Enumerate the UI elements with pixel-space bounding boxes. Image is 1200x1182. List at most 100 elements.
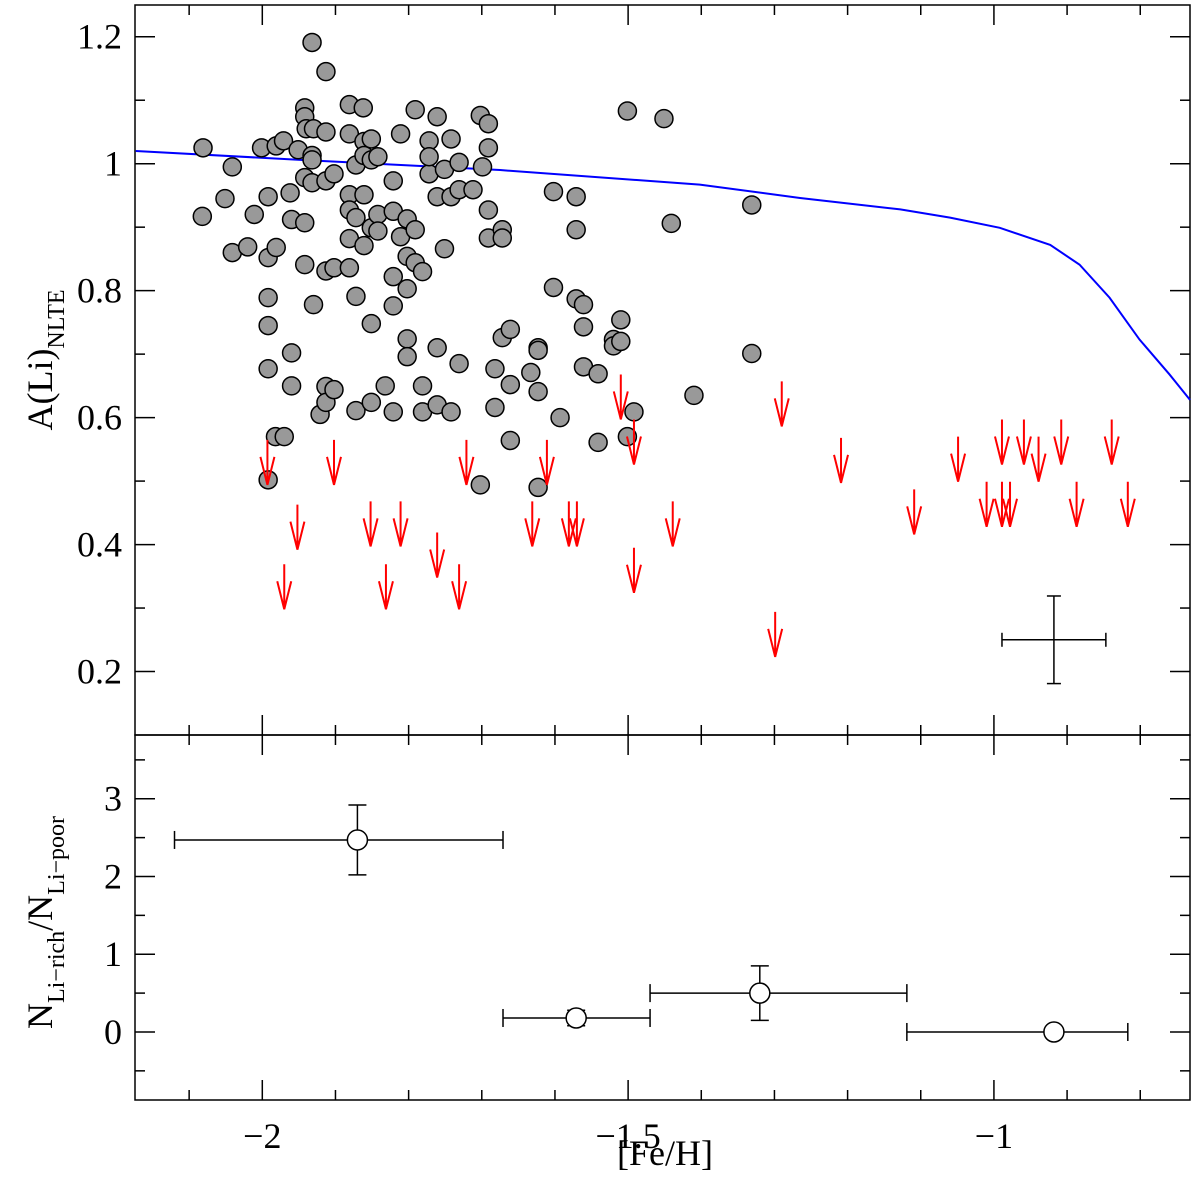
star-point bbox=[280, 183, 300, 203]
x-tick-label: −2 bbox=[243, 1116, 281, 1156]
star-point bbox=[316, 61, 336, 82]
y-tick-label: 1 bbox=[104, 934, 122, 974]
star-point bbox=[375, 376, 395, 396]
star-point bbox=[427, 338, 447, 358]
star-point bbox=[383, 266, 404, 287]
star-point bbox=[258, 315, 278, 336]
upper-limit-arrow bbox=[625, 547, 642, 593]
upper-limit-arrow bbox=[1015, 419, 1032, 465]
star-point bbox=[588, 364, 608, 384]
star-point bbox=[405, 219, 425, 240]
upper-limit-arrow bbox=[664, 501, 681, 547]
star-point bbox=[412, 261, 433, 282]
star-point bbox=[566, 186, 586, 207]
star-point bbox=[294, 212, 315, 233]
star-point bbox=[273, 131, 294, 151]
star-point bbox=[346, 286, 366, 307]
star-point bbox=[478, 200, 499, 220]
y-axis-label-sub: Li−poor bbox=[44, 816, 70, 895]
y-axis-label-sub: Li−rich bbox=[44, 931, 70, 1003]
star-point bbox=[281, 376, 302, 396]
upper-limit-arrow bbox=[950, 436, 967, 482]
star-point bbox=[324, 164, 344, 184]
star-point bbox=[397, 329, 417, 349]
star-point bbox=[611, 331, 631, 352]
star-point bbox=[419, 146, 439, 167]
star-point bbox=[193, 138, 213, 158]
upper-limit-arrow bbox=[392, 501, 409, 547]
ratio-point bbox=[749, 982, 771, 1004]
upper-limit-arrow bbox=[767, 611, 784, 658]
star-point bbox=[281, 343, 302, 363]
star-point bbox=[346, 400, 366, 421]
star-point bbox=[397, 346, 417, 367]
upper-limit-arrow bbox=[906, 489, 923, 535]
star-point bbox=[383, 296, 404, 316]
star-point bbox=[258, 358, 278, 379]
upper-limit-arrow bbox=[994, 481, 1010, 527]
star-point bbox=[463, 179, 483, 200]
star-point bbox=[550, 407, 570, 428]
star-point bbox=[500, 430, 521, 451]
star-point bbox=[485, 397, 505, 418]
upper-limit-arrow bbox=[524, 501, 541, 547]
star-point bbox=[405, 99, 425, 120]
upper-limit-arrow bbox=[1103, 419, 1120, 465]
x-tick-label: −1 bbox=[975, 1116, 1013, 1156]
star-point bbox=[441, 129, 461, 149]
star-point bbox=[266, 237, 286, 258]
upper-limit-arrow bbox=[625, 419, 642, 465]
star-point bbox=[472, 157, 493, 177]
y-axis-label-main: N bbox=[20, 1003, 60, 1029]
star-point bbox=[192, 206, 213, 227]
star-point bbox=[528, 340, 548, 361]
star-point bbox=[354, 185, 374, 205]
star-point bbox=[434, 239, 455, 259]
star-point bbox=[441, 402, 461, 422]
bottom-frame bbox=[134, 734, 1191, 1101]
upper-limit-arrow bbox=[458, 439, 475, 486]
star-point bbox=[383, 171, 404, 191]
upper-limit-arrow bbox=[1002, 481, 1018, 527]
star-point bbox=[316, 122, 336, 142]
y-axis-label-main: A(Li) bbox=[20, 349, 60, 431]
upper-limit-arrow bbox=[362, 501, 379, 547]
y-axis-label: A(Li)NLTE bbox=[20, 289, 70, 430]
star-point bbox=[368, 221, 388, 241]
star-point bbox=[566, 219, 586, 240]
star-point bbox=[339, 258, 360, 278]
upper-limit-arrow bbox=[326, 439, 342, 486]
upper-limit-arrow bbox=[994, 419, 1010, 465]
star-point bbox=[654, 108, 674, 129]
star-point bbox=[353, 98, 374, 118]
y-tick-label: 0.6 bbox=[77, 398, 122, 438]
upper-limit-arrow bbox=[1119, 481, 1136, 527]
star-point bbox=[346, 207, 366, 228]
upper-limit-arrow bbox=[568, 501, 585, 547]
star-point bbox=[528, 477, 548, 498]
star-point bbox=[573, 317, 594, 337]
star-point bbox=[274, 426, 295, 447]
star-point bbox=[244, 204, 265, 225]
star-point bbox=[368, 146, 388, 167]
star-point bbox=[684, 385, 704, 406]
star-point bbox=[427, 106, 447, 127]
y-tick-label: 0 bbox=[104, 1012, 122, 1052]
upper-limit-arrow bbox=[978, 481, 995, 527]
star-point bbox=[521, 362, 541, 383]
ratio-point bbox=[1043, 1021, 1065, 1043]
star-point bbox=[478, 113, 499, 134]
upper-limit-arrow bbox=[429, 532, 446, 578]
star-point bbox=[294, 254, 315, 275]
y-tick-label: 2 bbox=[104, 856, 122, 896]
star-point bbox=[742, 343, 762, 364]
y-axis-label-main: /N bbox=[20, 895, 60, 931]
star-point bbox=[611, 310, 631, 330]
star-point bbox=[302, 150, 322, 170]
upper-limit-arrow bbox=[1030, 436, 1047, 482]
star-point bbox=[661, 213, 682, 234]
upper-limit-arrow bbox=[451, 564, 468, 610]
star-point bbox=[543, 181, 564, 202]
y-tick-label: 1 bbox=[104, 144, 122, 184]
star-point bbox=[303, 294, 324, 315]
